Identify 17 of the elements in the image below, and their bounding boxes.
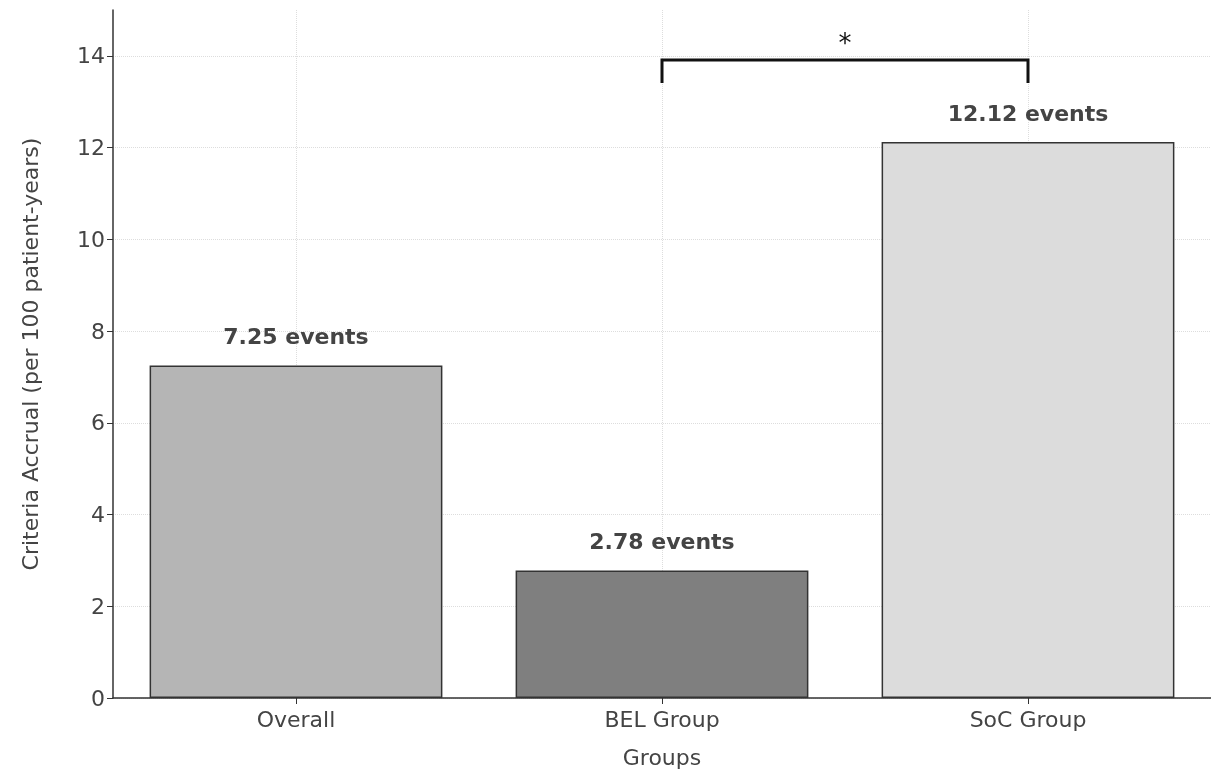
data-label: 12.12 events bbox=[947, 100, 1109, 126]
y-tick-label: 8 bbox=[91, 318, 105, 344]
y-tick-label: 6 bbox=[91, 410, 105, 436]
x-tick-label: Overall bbox=[256, 706, 336, 732]
y-tick-label: 10 bbox=[77, 226, 105, 252]
y-tick-label: 2 bbox=[91, 593, 105, 619]
x-axis-title: Groups bbox=[622, 744, 702, 770]
y-tick-label: 14 bbox=[77, 43, 105, 69]
data-label: 2.78 events bbox=[589, 528, 735, 554]
y-tick-label: 0 bbox=[91, 685, 105, 711]
x-tick-label: SoC Group bbox=[969, 706, 1087, 732]
y-axis-title: Criteria Accrual (per 100 patient-years) bbox=[17, 137, 43, 571]
x-tick-label: BEL Group bbox=[604, 706, 720, 732]
y-tick-label: 12 bbox=[77, 135, 105, 161]
data-label: 7.25 events bbox=[223, 323, 369, 349]
annotation: * bbox=[838, 28, 852, 58]
y-tick-label: 4 bbox=[91, 502, 105, 528]
